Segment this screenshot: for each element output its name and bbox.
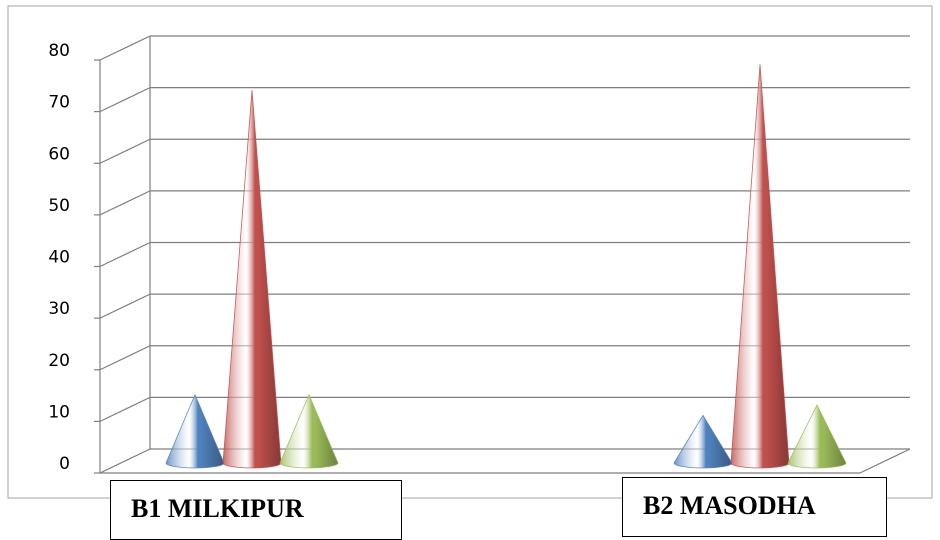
gridline-depth (99, 87, 151, 113)
gridline-depth (99, 448, 151, 474)
gridline-depth (99, 241, 151, 268)
cones (165, 64, 847, 469)
gridline-depth (99, 396, 151, 422)
cone-2-3 (787, 404, 847, 469)
category-label-b1: B1 MILKIPUR (110, 480, 402, 540)
y-tick-label: 40 (48, 248, 70, 268)
chart-border (7, 5, 933, 499)
gridline-depth (99, 345, 151, 371)
y-tick-label: 20 (48, 351, 70, 371)
gridlines (99, 35, 911, 474)
floor-right-edge (859, 448, 911, 474)
y-tick-label: 10 (48, 402, 70, 422)
gridline-depth (99, 293, 151, 319)
y-tick-label: 30 (48, 299, 70, 319)
y-axis: 0 10 20 30 40 50 60 70 80 (48, 41, 100, 474)
y-tick-label: 80 (48, 41, 70, 61)
y-tick-label: 0 (59, 454, 70, 474)
category-label-b2: B2 MASODHA (622, 477, 887, 537)
gridline-depth (99, 190, 151, 216)
cone-1-3 (279, 393, 339, 469)
gridline-depth (99, 35, 151, 61)
y-tick-label: 50 (48, 196, 70, 216)
gridline-depth (99, 138, 151, 164)
y-tick-label: 60 (48, 144, 70, 164)
y-tick-label: 70 (48, 93, 70, 113)
